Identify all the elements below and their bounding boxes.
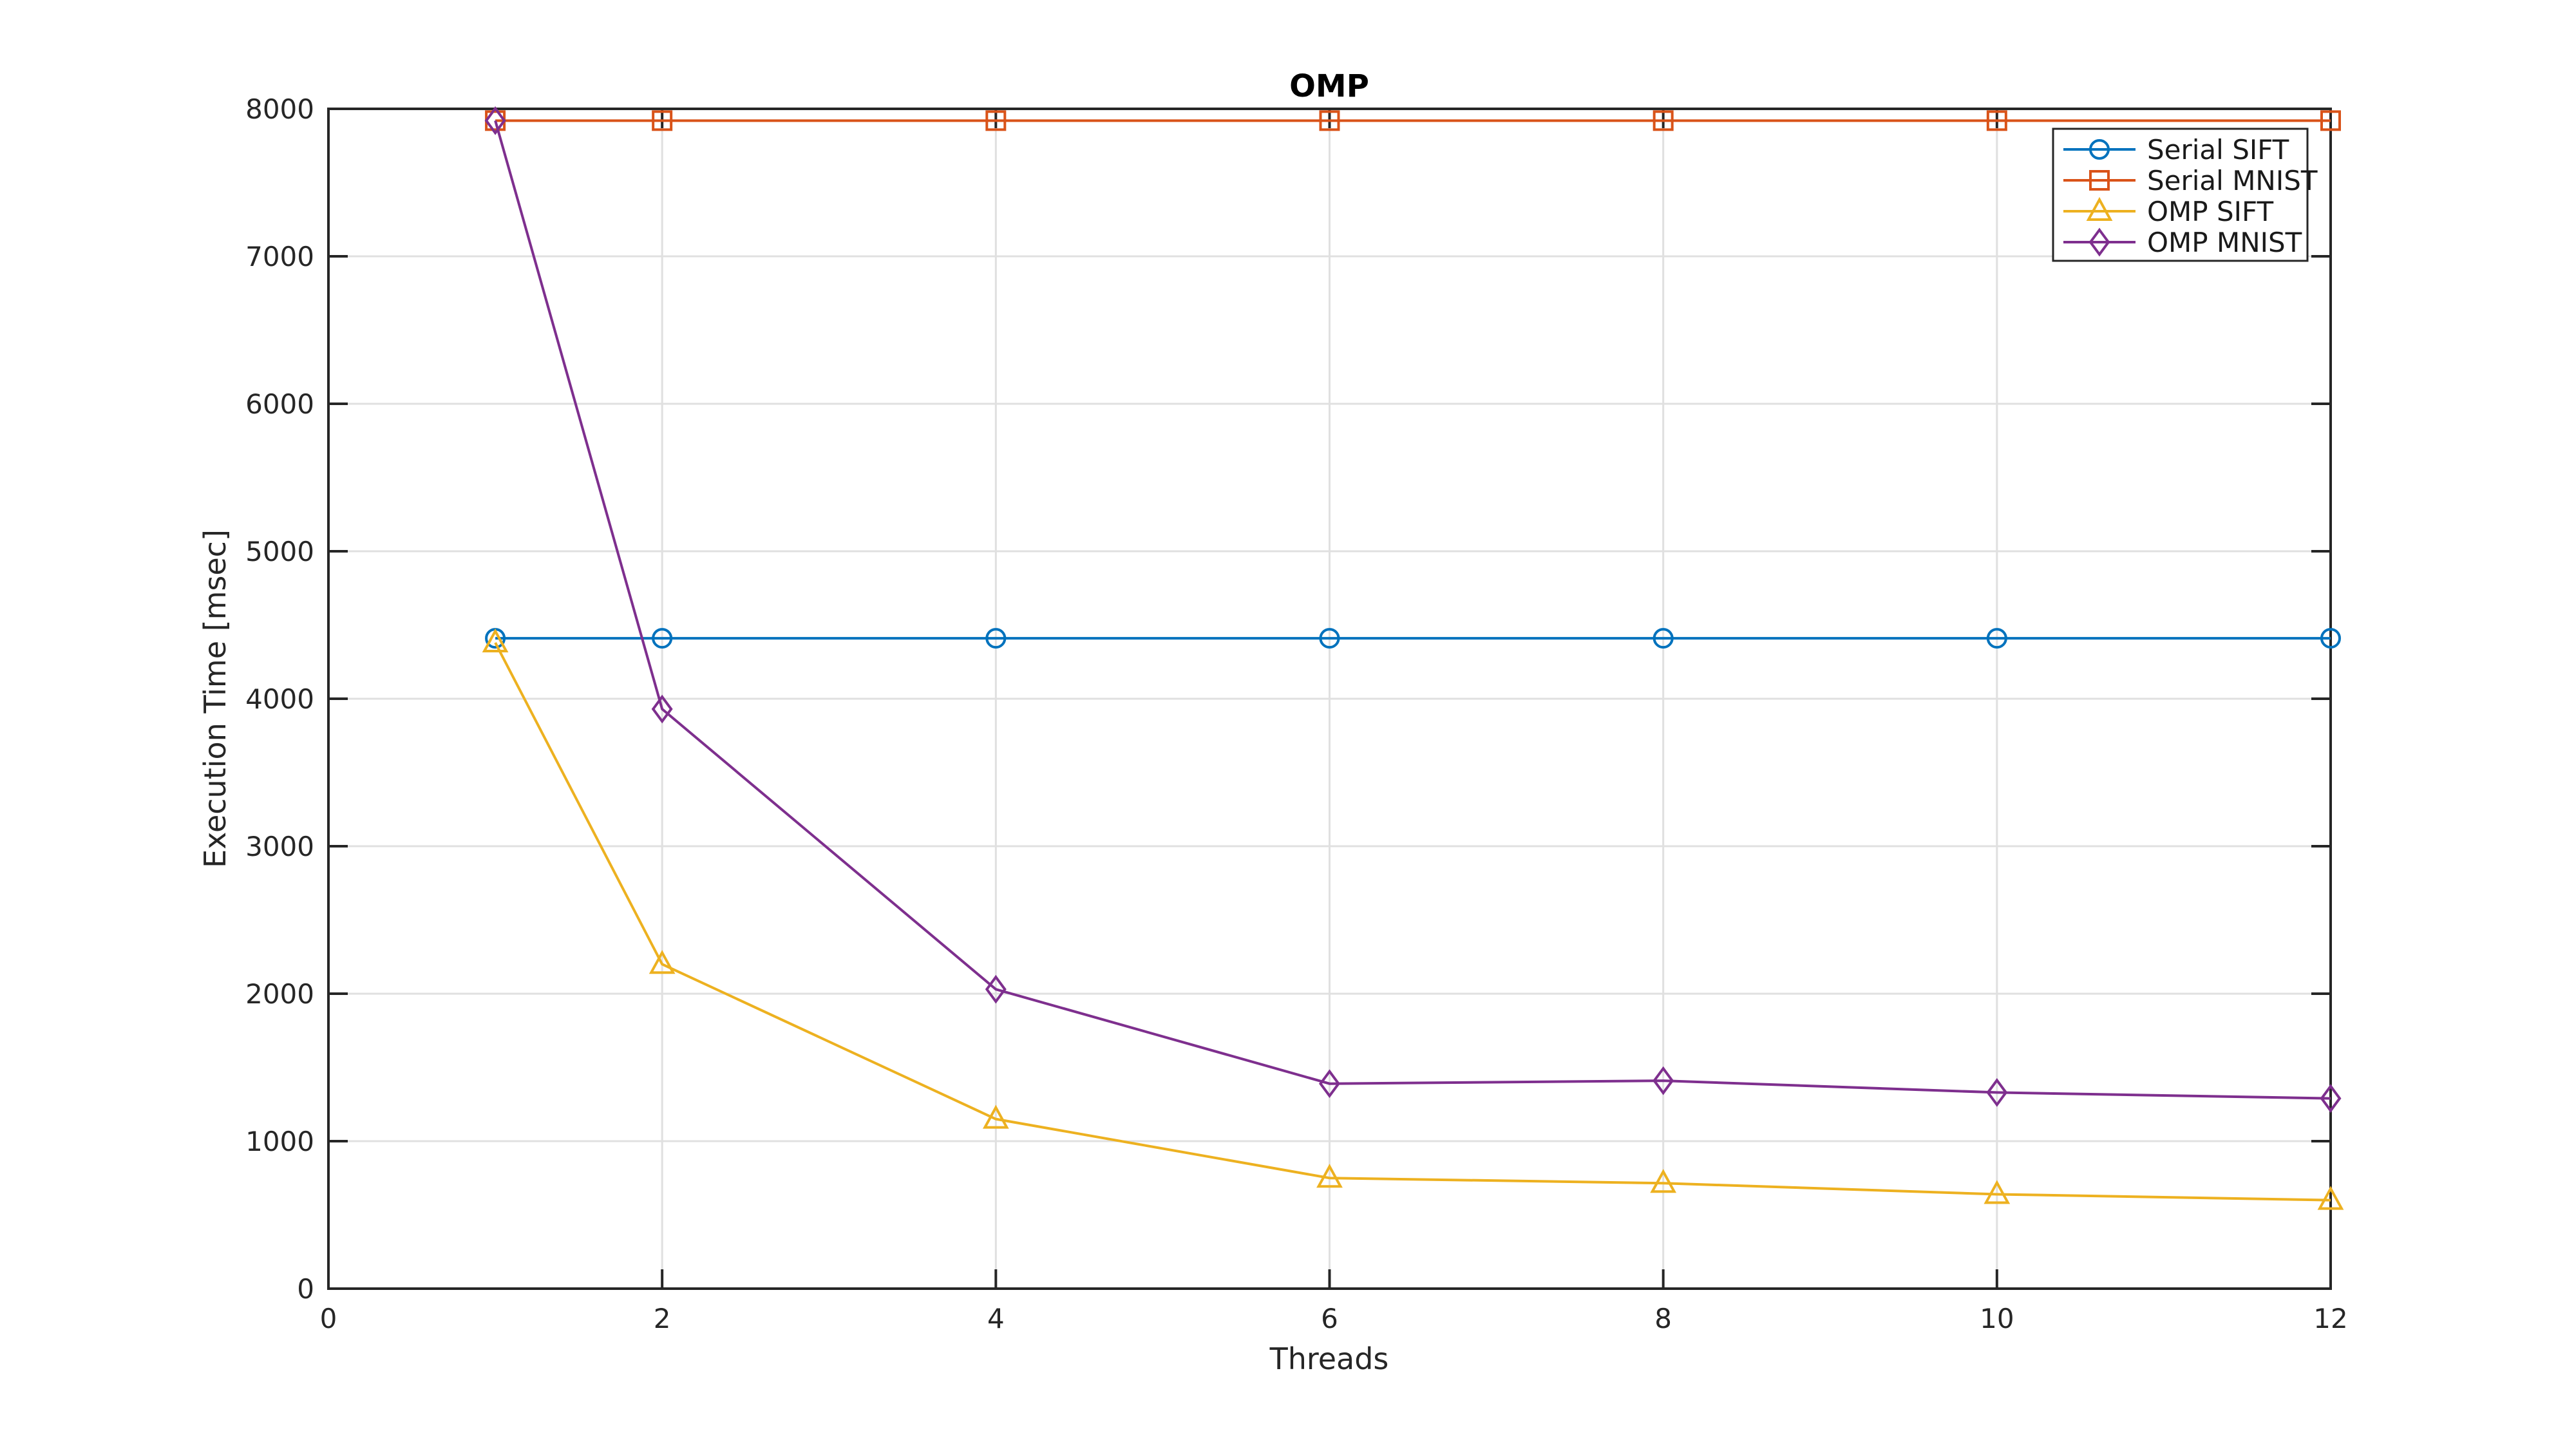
marker-serial-sift <box>2320 628 2341 649</box>
legend-label-serial-sift: Serial SIFT <box>2147 134 2289 166</box>
x-tick-label: 0 <box>320 1303 337 1334</box>
marker-omp-mnist <box>1319 1069 1340 1099</box>
marker-serial-sift <box>1653 628 1674 649</box>
marker-omp-mnist <box>1653 1066 1674 1095</box>
marker-serial-mnist <box>1653 110 1674 131</box>
y-tick-label: 5000 <box>245 536 314 567</box>
marker-omp-sift <box>982 1104 1009 1129</box>
marker-serial-mnist <box>1319 110 1340 131</box>
x-tick-label: 4 <box>987 1303 1005 1334</box>
y-tick-label: 0 <box>297 1273 314 1305</box>
y-axis-label: Execution Time [msec] <box>198 529 232 868</box>
marker-omp-mnist <box>484 106 506 135</box>
marker-serial-sift <box>652 628 673 649</box>
y-tick-label: 7000 <box>245 241 314 272</box>
legend-label-omp-mnist: OMP MNIST <box>2147 227 2302 258</box>
marker-serial-sift <box>1986 628 2007 649</box>
marker-omp-mnist <box>985 974 1007 1004</box>
marker-omp-sift <box>649 950 676 974</box>
y-tick-label: 8000 <box>245 93 314 125</box>
y-tick-label: 4000 <box>245 683 314 715</box>
series-line-omp-sift <box>494 642 2331 1202</box>
legend-marker-omp-mnist <box>2088 227 2110 257</box>
y-tick-label: 1000 <box>245 1126 314 1157</box>
chart-title: OMP <box>1289 68 1369 104</box>
marker-omp-sift <box>482 628 509 652</box>
marker-serial-mnist <box>1986 110 2007 131</box>
legend-marker-serial-sift <box>2089 139 2110 160</box>
y-tick-label: 2000 <box>245 978 314 1010</box>
marker-omp-mnist <box>651 694 673 724</box>
marker-omp-sift <box>1650 1169 1677 1193</box>
series-line-omp-mnist <box>494 120 2331 1100</box>
y-tick-label: 3000 <box>245 831 314 862</box>
marker-omp-sift <box>1316 1164 1343 1188</box>
legend-marker-serial-mnist <box>2089 170 2110 191</box>
marker-serial-mnist <box>985 110 1007 131</box>
marker-omp-mnist <box>2320 1084 2342 1113</box>
x-tick-label: 12 <box>2313 1303 2347 1334</box>
marker-serial-sift <box>1319 628 1340 649</box>
x-tick-label: 10 <box>1980 1303 2014 1334</box>
x-tick-label: 6 <box>1321 1303 1338 1334</box>
marker-omp-mnist <box>1986 1078 2008 1107</box>
x-tick-label: 2 <box>654 1303 671 1334</box>
legend-marker-omp-sift <box>2086 196 2113 221</box>
marker-serial-mnist <box>652 110 673 131</box>
y-tick-label: 6000 <box>245 388 314 420</box>
x-axis-label: Threads <box>1269 1341 1389 1376</box>
marker-omp-sift <box>2317 1186 2344 1210</box>
legend-box <box>2052 128 2309 262</box>
legend-label-omp-sift: OMP SIFT <box>2147 196 2273 227</box>
marker-serial-mnist <box>2320 110 2341 131</box>
legend-label-serial-mnist: Serial MNIST <box>2147 165 2318 196</box>
x-tick-label: 8 <box>1654 1303 1672 1334</box>
plot-area: 0 2 4 6 8 10 12 0 1000 2000 3000 4000 5000 6000 7000 80… <box>245 93 2348 1334</box>
marker-serial-sift <box>985 628 1007 649</box>
marker-omp-sift <box>1984 1180 2011 1204</box>
